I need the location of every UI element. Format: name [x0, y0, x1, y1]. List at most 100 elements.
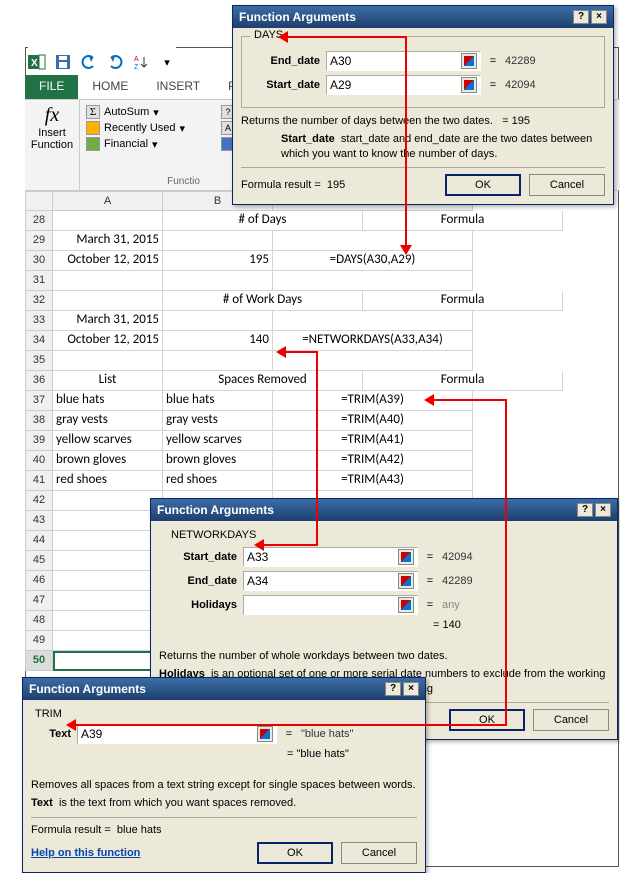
tab-file[interactable]: FILE	[25, 75, 78, 99]
cell[interactable]: =TRIM(A41)	[273, 431, 473, 451]
cell[interactable]: Formula	[363, 291, 563, 311]
cell[interactable]: Spaces Removed	[163, 371, 363, 391]
cell[interactable]: =DAYS(A30,A29)	[273, 251, 473, 271]
row-header[interactable]: 35	[25, 351, 53, 371]
row-header[interactable]: 34	[25, 331, 53, 351]
select-all-corner[interactable]	[25, 191, 53, 211]
dialog-title-bar[interactable]: Function Arguments ? ×	[23, 678, 425, 700]
cell[interactable]: =TRIM(A43)	[273, 471, 473, 491]
row-header[interactable]: 42	[25, 491, 53, 511]
row-header[interactable]: 44	[25, 531, 53, 551]
cell[interactable]	[53, 531, 163, 551]
cell[interactable]: Formula	[363, 371, 563, 391]
end-date-input[interactable]: A34	[243, 571, 418, 591]
ok-button[interactable]: OK	[449, 709, 525, 731]
cell[interactable]	[53, 551, 163, 571]
cell[interactable]	[53, 511, 163, 531]
cancel-button[interactable]: Cancel	[341, 842, 417, 864]
cell[interactable]: gray vests	[163, 411, 273, 431]
col-header-a[interactable]: A	[53, 191, 163, 211]
row-header[interactable]: 36	[25, 371, 53, 391]
cell[interactable]: red shoes	[163, 471, 273, 491]
cell[interactable]: gray vests	[53, 411, 163, 431]
help-icon[interactable]: ?	[577, 503, 593, 517]
cell[interactable]	[53, 291, 163, 311]
dialog-title-bar[interactable]: Function Arguments ? ×	[151, 499, 617, 521]
start-date-input[interactable]: A33	[243, 547, 418, 567]
cell[interactable]	[163, 311, 273, 331]
start-date-input[interactable]: A29	[326, 75, 481, 95]
row-header[interactable]: 37	[25, 391, 53, 411]
row-header[interactable]: 33	[25, 311, 53, 331]
refedit-icon[interactable]	[257, 726, 273, 742]
help-icon[interactable]: ?	[573, 10, 589, 24]
cell[interactable]: March 31, 2015	[53, 311, 163, 331]
cell[interactable]	[53, 271, 163, 291]
financial-button[interactable]: Financial ▾	[86, 137, 221, 151]
cell[interactable]: # of Work Days	[163, 291, 363, 311]
cell[interactable]: blue hats	[53, 391, 163, 411]
row-header[interactable]: 47	[25, 591, 53, 611]
ok-button[interactable]: OK	[257, 842, 333, 864]
cell[interactable]	[53, 491, 163, 511]
recently-used-button[interactable]: Recently Used ▾	[86, 121, 221, 135]
tab-home[interactable]: HOME	[78, 75, 142, 99]
cancel-button[interactable]: Cancel	[533, 709, 609, 731]
cell[interactable]	[273, 231, 473, 251]
text-input[interactable]: A39	[77, 724, 277, 744]
row-header[interactable]: 29	[25, 231, 53, 251]
cancel-button[interactable]: Cancel	[529, 174, 605, 196]
cell[interactable]	[163, 271, 273, 291]
cell[interactable]: =TRIM(A40)	[273, 411, 473, 431]
cell[interactable]	[163, 231, 273, 251]
row-header[interactable]: 38	[25, 411, 53, 431]
cell[interactable]	[53, 571, 163, 591]
cell[interactable]: October 12, 2015	[53, 251, 163, 271]
insert-function-button[interactable]: fx InsertFunction	[25, 100, 80, 190]
close-icon[interactable]: ×	[591, 10, 607, 24]
row-header[interactable]: 39	[25, 431, 53, 451]
cell[interactable]	[53, 631, 163, 651]
row-header[interactable]: 32	[25, 291, 53, 311]
cell[interactable]: 195	[163, 251, 273, 271]
row-header[interactable]: 45	[25, 551, 53, 571]
holidays-input[interactable]	[243, 595, 418, 615]
cell[interactable]: blue hats	[163, 391, 273, 411]
cell[interactable]: October 12, 2015	[53, 331, 163, 351]
end-date-input[interactable]: A30	[326, 51, 481, 71]
cell[interactable]: red shoes	[53, 471, 163, 491]
row-header[interactable]: 40	[25, 451, 53, 471]
refedit-icon[interactable]	[398, 573, 414, 589]
cell[interactable]: 140	[163, 331, 273, 351]
qat-dropdown-icon[interactable]: ▾	[158, 53, 176, 71]
close-icon[interactable]: ×	[595, 503, 611, 517]
cell[interactable]	[53, 351, 163, 371]
cell[interactable]: =TRIM(A42)	[273, 451, 473, 471]
cell[interactable]	[273, 271, 473, 291]
row-header[interactable]: 41	[25, 471, 53, 491]
row-header[interactable]: 50	[25, 651, 53, 671]
row-header[interactable]: 48	[25, 611, 53, 631]
cell[interactable]: yellow scarves	[53, 431, 163, 451]
cell[interactable]: yellow scarves	[163, 431, 273, 451]
cell[interactable]	[163, 351, 273, 371]
cell[interactable]	[273, 351, 473, 371]
row-header[interactable]: 43	[25, 511, 53, 531]
row-header[interactable]: 30	[25, 251, 53, 271]
tab-insert[interactable]: INSERT	[142, 75, 214, 99]
cell[interactable]: # of Days	[163, 211, 363, 231]
autosum-button[interactable]: ΣAutoSum ▾	[86, 105, 221, 119]
cell[interactable]	[53, 211, 163, 231]
undo-icon[interactable]	[80, 53, 98, 71]
cell[interactable]: Formula	[363, 211, 563, 231]
help-link[interactable]: Help on this function	[31, 847, 140, 859]
refedit-icon[interactable]	[461, 77, 477, 93]
save-icon[interactable]	[54, 53, 72, 71]
row-header[interactable]: 28	[25, 211, 53, 231]
row-header[interactable]: 49	[25, 631, 53, 651]
cell[interactable]: brown gloves	[163, 451, 273, 471]
cell[interactable]: List	[53, 371, 163, 391]
cell[interactable]	[53, 651, 163, 671]
cell[interactable]	[53, 611, 163, 631]
row-header[interactable]: 31	[25, 271, 53, 291]
